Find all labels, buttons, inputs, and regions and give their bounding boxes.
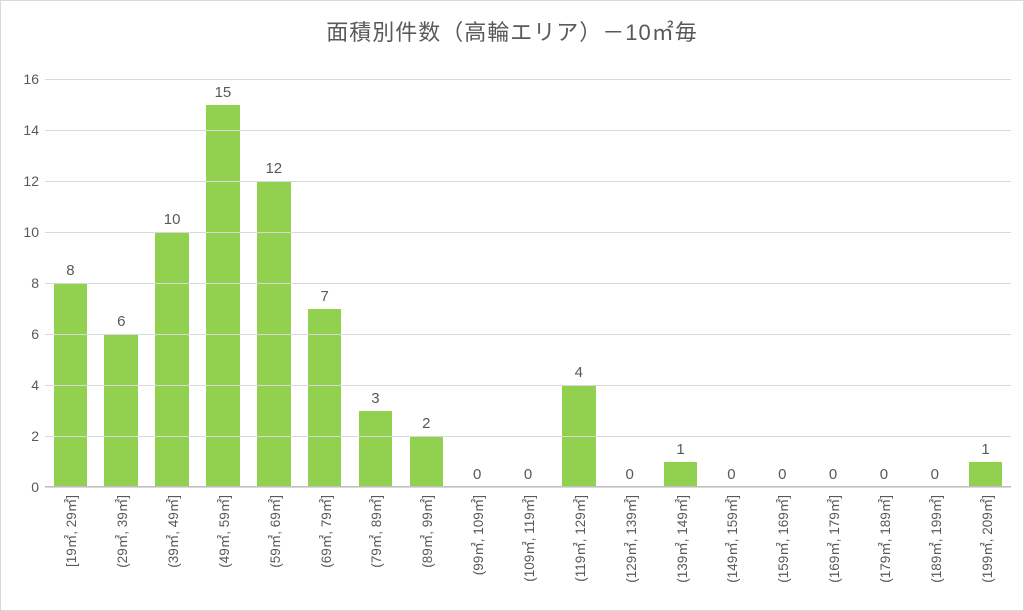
x-tick-slot: (189㎡, 199㎡]: [909, 495, 960, 605]
x-tick-slot: (199㎡, 209㎡]: [960, 495, 1011, 605]
x-axis-labels: [19㎡, 29㎡] (29㎡, 39㎡] (39㎡, 49㎡] (49㎡, 59㎡]…: [45, 495, 1011, 605]
bar-value-label: 15: [215, 84, 232, 101]
x-tick-slot: (89㎡, 99㎡]: [401, 495, 452, 605]
x-tick-slot: (39㎡, 49㎡]: [147, 495, 198, 605]
bar-value-label: 7: [320, 288, 328, 305]
y-tick-label: 12: [9, 173, 39, 189]
y-tick-label: 2: [9, 428, 39, 444]
y-tick-label: 4: [9, 377, 39, 393]
gridline: [45, 283, 1011, 284]
x-tick-slot: (79㎡, 89㎡]: [350, 495, 401, 605]
bar: 3: [359, 411, 393, 488]
x-tick-slot: (109㎡, 119㎡]: [503, 495, 554, 605]
x-tick-label: (139㎡, 149㎡]: [671, 495, 691, 583]
x-tick-slot: (169㎡, 179㎡]: [808, 495, 859, 605]
gridline: [45, 385, 1011, 386]
plot-area: 8610151273200401000001 0246810121416: [45, 79, 1011, 487]
x-tick-label: (89㎡, 99㎡]: [416, 495, 436, 568]
x-tick-label: (169㎡, 179㎡]: [823, 495, 843, 583]
x-tick-slot: (179㎡, 189㎡]: [859, 495, 910, 605]
bar: 1: [664, 462, 698, 488]
gridline: [45, 181, 1011, 182]
bar-value-label: 0: [829, 466, 837, 483]
bar: 7: [308, 309, 342, 488]
gridline: [45, 487, 1011, 488]
bar-value-label: 1: [981, 441, 989, 458]
bar-value-label: 10: [164, 211, 181, 228]
x-tick-label: (59㎡, 69㎡]: [264, 495, 284, 568]
y-tick-label: 10: [9, 224, 39, 240]
x-tick-label: (99㎡, 109㎡]: [467, 495, 487, 575]
bar-value-label: 0: [524, 466, 532, 483]
x-tick-slot: (99㎡, 109㎡]: [452, 495, 503, 605]
x-tick-slot: [19㎡, 29㎡]: [45, 495, 96, 605]
bar-value-label: 1: [676, 441, 684, 458]
x-tick-slot: (149㎡, 159㎡]: [706, 495, 757, 605]
x-tick-label: (129㎡, 139㎡]: [620, 495, 640, 583]
gridline: [45, 334, 1011, 335]
x-tick-label: (119㎡, 129㎡]: [569, 495, 589, 582]
bar: 2: [410, 436, 444, 487]
bar-value-label: 0: [931, 466, 939, 483]
x-tick-label: (29㎡, 39㎡]: [111, 495, 131, 568]
x-tick-slot: (29㎡, 39㎡]: [96, 495, 147, 605]
x-tick-label: (149㎡, 159㎡]: [721, 495, 741, 583]
x-tick-label: (199㎡, 209㎡]: [976, 495, 996, 583]
bar-value-label: 2: [422, 415, 430, 432]
y-tick-label: 14: [9, 122, 39, 138]
y-tick-label: 16: [9, 71, 39, 87]
x-tick-slot: (139㎡, 149㎡]: [655, 495, 706, 605]
x-tick-slot: (59㎡, 69㎡]: [248, 495, 299, 605]
bar-value-label: 0: [727, 466, 735, 483]
x-tick-label: (39㎡, 49㎡]: [162, 495, 182, 568]
gridline: [45, 436, 1011, 437]
x-tick-label: [19㎡, 29㎡]: [60, 495, 80, 567]
bar-value-label: 12: [265, 160, 282, 177]
x-tick-label: (159㎡, 169㎡]: [772, 495, 792, 583]
bar-value-label: 3: [371, 390, 379, 407]
bar: 15: [206, 105, 240, 488]
chart-container: 面積別件数（高輪エリア）－10㎡毎 8610151273200401000001…: [0, 0, 1024, 611]
x-tick-slot: (69㎡, 79㎡]: [299, 495, 350, 605]
bar-value-label: 6: [117, 313, 125, 330]
bar: 1: [969, 462, 1003, 488]
x-tick-label: (189㎡, 199㎡]: [925, 495, 945, 583]
bar-value-label: 0: [880, 466, 888, 483]
y-tick-label: 0: [9, 479, 39, 495]
x-tick-label: (179㎡, 189㎡]: [874, 495, 894, 583]
bar: 10: [155, 232, 189, 487]
x-tick-label: (49㎡, 59㎡]: [213, 495, 233, 568]
x-tick-slot: (159㎡, 169㎡]: [757, 495, 808, 605]
x-tick-label: (79㎡, 89㎡]: [365, 495, 385, 568]
gridline: [45, 232, 1011, 233]
x-tick-slot: (119㎡, 129㎡]: [553, 495, 604, 605]
bar-value-label: 0: [473, 466, 481, 483]
bar: 6: [104, 334, 138, 487]
y-tick-label: 6: [9, 326, 39, 342]
bar-value-label: 8: [66, 262, 74, 279]
chart-title: 面積別件数（高輪エリア）－10㎡毎: [1, 15, 1023, 47]
y-tick-label: 8: [9, 275, 39, 291]
bar-value-label: 0: [626, 466, 634, 483]
x-tick-label: (109㎡, 119㎡]: [518, 495, 538, 582]
x-tick-label: (69㎡, 79㎡]: [315, 495, 335, 568]
bar-value-label: 4: [575, 364, 583, 381]
x-tick-slot: (129㎡, 139㎡]: [604, 495, 655, 605]
gridline: [45, 79, 1011, 80]
bar-value-label: 0: [778, 466, 786, 483]
x-tick-slot: (49㎡, 59㎡]: [198, 495, 249, 605]
gridline: [45, 130, 1011, 131]
